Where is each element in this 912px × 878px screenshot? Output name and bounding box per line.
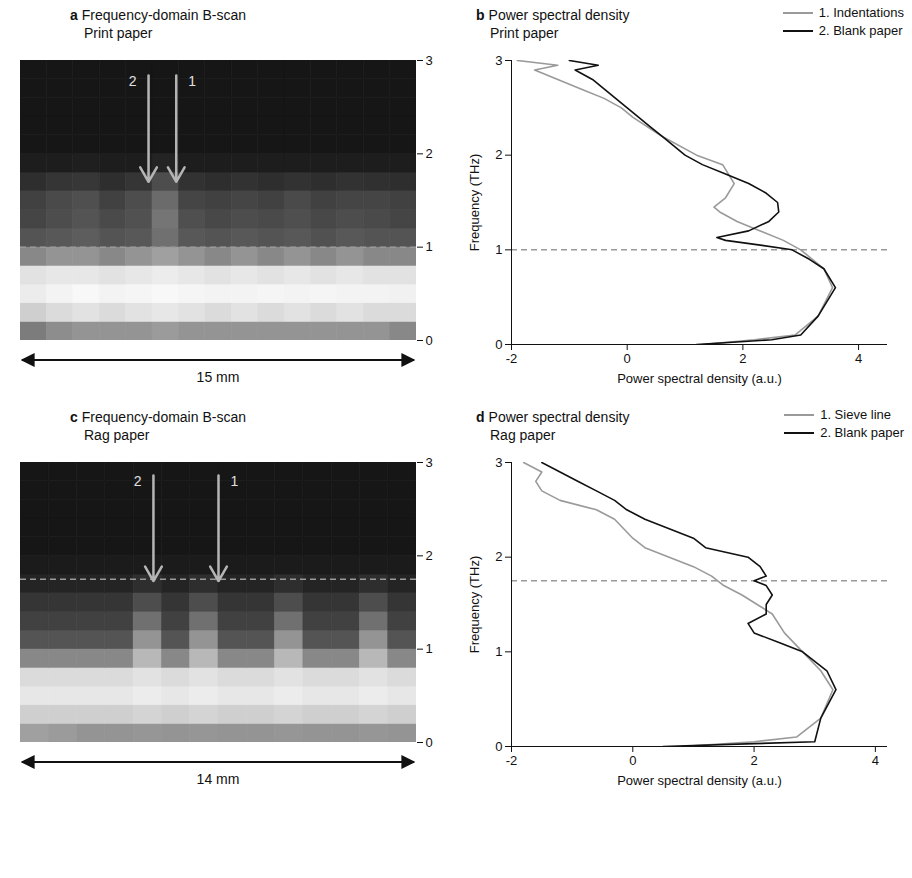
html-text:a Frequency-domain B-scan: a Frequency-domain B-scan	[70, 7, 246, 23]
svg-text:2: 2	[495, 147, 502, 162]
svg-text:0: 0	[629, 753, 636, 768]
svg-text:14 mm: 14 mm	[197, 771, 240, 787]
svg-text:0: 0	[426, 333, 433, 348]
svg-text:1: 1	[495, 644, 502, 659]
html-text:2. Blank paper: 2. Blank paper	[820, 425, 904, 440]
svg-text:3: 3	[426, 455, 433, 470]
svg-text:15 mm: 15 mm	[197, 369, 240, 385]
svg-text:1: 1	[495, 242, 502, 257]
svg-text:1: 1	[426, 239, 433, 254]
svg-text:2: 2	[739, 351, 746, 366]
html-text:Print paper: Print paper	[84, 25, 153, 41]
svg-text:1: 1	[426, 641, 433, 656]
svg-text:3: 3	[426, 53, 433, 68]
svg-text:0: 0	[495, 739, 502, 754]
svg-text:2: 2	[750, 753, 757, 768]
html-text:1. Indentations: 1. Indentations	[818, 5, 904, 20]
html-text:Print paper: Print paper	[490, 25, 559, 41]
html-text:2. Blank paper: 2. Blank paper	[818, 23, 903, 38]
svg-text:Frequency (THz): Frequency (THz)	[467, 556, 482, 654]
svg-text:Power spectral density (a.u.): Power spectral density (a.u.)	[617, 773, 782, 788]
svg-text:1: 1	[231, 473, 239, 489]
svg-text:3: 3	[495, 455, 502, 470]
html-text:Rag paper: Rag paper	[84, 427, 150, 443]
svg-text:4: 4	[872, 753, 879, 768]
html-text:1. Sieve line: 1. Sieve line	[820, 407, 891, 422]
svg-text:-2: -2	[506, 351, 518, 366]
html-text:Rag paper: Rag paper	[490, 427, 556, 443]
svg-text:2: 2	[426, 548, 433, 563]
svg-text:2: 2	[426, 146, 433, 161]
svg-text:0: 0	[495, 337, 502, 352]
svg-text:4: 4	[855, 351, 862, 366]
html-text:c Frequency-domain B-scan: c Frequency-domain B-scan	[70, 409, 246, 425]
svg-text:0: 0	[426, 735, 433, 750]
svg-text:0: 0	[624, 351, 631, 366]
html-text:b Power spectral density: b Power spectral density	[476, 7, 630, 23]
svg-text:2: 2	[134, 473, 142, 489]
svg-text:2: 2	[129, 73, 137, 89]
svg-text:Frequency (THz): Frequency (THz)	[467, 154, 482, 252]
svg-text:Power spectral density (a.u.): Power spectral density (a.u.)	[617, 371, 782, 386]
svg-text:2: 2	[495, 549, 502, 564]
svg-text:-2: -2	[506, 753, 518, 768]
html-text:d Power spectral density: d Power spectral density	[476, 409, 630, 425]
svg-text:3: 3	[495, 53, 502, 68]
svg-text:1: 1	[188, 73, 196, 89]
